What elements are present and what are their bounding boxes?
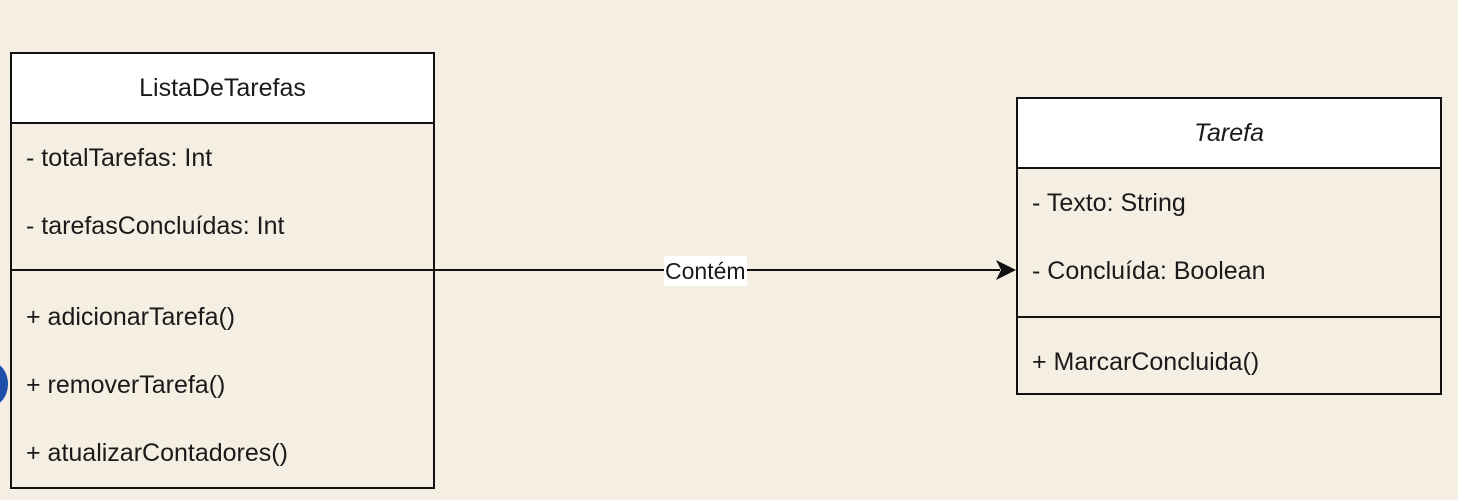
operations-section: + MarcarConcluida()	[1018, 318, 1440, 396]
class-tarefa[interactable]: Tarefa - Texto: String - Concluída: Bool…	[1016, 97, 1442, 395]
attribute-texto: - Texto: String	[1032, 189, 1186, 217]
attribute-tarefas-concluidas: - tarefasConcluídas: Int	[26, 212, 285, 240]
attributes-section: - totalTarefas: Int - tarefasConcluídas:…	[12, 124, 433, 271]
operation-remover-tarefa: + removerTarefa()	[26, 371, 226, 399]
operation-adicionar-tarefa: + adicionarTarefa()	[26, 303, 236, 331]
operations-section: + adicionarTarefa() + removerTarefa() + …	[12, 271, 433, 487]
arrowhead-icon	[996, 260, 1016, 280]
partial-circle-shape	[0, 362, 8, 406]
class-name: Tarefa	[1018, 99, 1440, 169]
class-lista-de-tarefas[interactable]: ListaDeTarefas - totalTarefas: Int - tar…	[10, 52, 435, 489]
attribute-concluida: - Concluída: Boolean	[1032, 257, 1266, 285]
association-label: Contém	[664, 256, 747, 286]
class-name: ListaDeTarefas	[12, 54, 433, 124]
attributes-section: - Texto: String - Concluída: Boolean	[1018, 169, 1440, 318]
operation-atualizar-contadores: + atualizarContadores()	[26, 439, 288, 467]
attribute-total-tarefas: - totalTarefas: Int	[26, 144, 213, 172]
operation-marcar-concluida: + MarcarConcluida()	[1032, 348, 1260, 376]
